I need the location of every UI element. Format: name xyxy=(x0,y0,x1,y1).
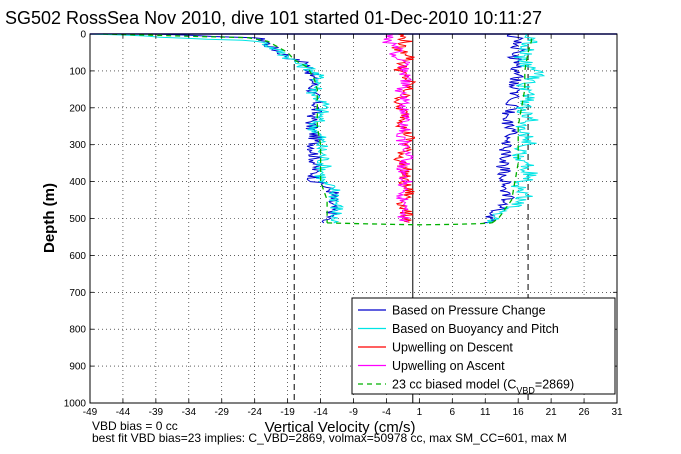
y-tick-label: 900 xyxy=(69,362,86,373)
series-line xyxy=(382,33,415,223)
legend-label: Upwelling on Ascent xyxy=(392,359,505,373)
x-tick-label: -19 xyxy=(280,407,295,418)
legend: Based on Pressure Change Based on Buoyanc… xyxy=(351,297,616,396)
y-tick-label: 100 xyxy=(69,66,86,77)
y-tick-label: 300 xyxy=(69,140,86,151)
x-tick-label: -24 xyxy=(247,407,262,418)
x-tick-label: 26 xyxy=(579,407,591,418)
legend-label: Based on Buoyancy and Pitch xyxy=(392,322,559,336)
legend-label: Upwelling on Descent xyxy=(392,341,513,355)
x-axis-label: Vertical Velocity (cm/s) xyxy=(265,419,416,436)
x-tick-label: -49 xyxy=(83,407,98,418)
series-line xyxy=(391,33,417,223)
legend-label: Based on Pressure Change xyxy=(392,304,546,318)
x-tick-label: 16 xyxy=(513,407,525,418)
series-group xyxy=(90,33,546,226)
series-line xyxy=(491,34,533,224)
x-tick-label: -39 xyxy=(149,407,164,418)
footnote-vbd-bias: VBD bias = 0 cc xyxy=(92,419,178,433)
x-axis-ticks: -49 -44 -39 -34 -29 -24 -19 -14 -9 -4 1 6 11 16 21 26 31 xyxy=(83,34,623,418)
x-tick-label: -44 xyxy=(116,407,131,418)
grid xyxy=(90,34,617,403)
legend-label-tail: =2869) xyxy=(535,378,574,392)
y-axis-label: Depth (m) xyxy=(41,183,58,253)
y-tick-label: 400 xyxy=(69,177,86,188)
series-line xyxy=(90,33,345,224)
y-tick-label: 500 xyxy=(69,214,86,225)
y-axis-ticks: 0 100 200 300 400 500 600 700 800 900 1000 xyxy=(64,30,617,410)
series-line xyxy=(103,33,328,223)
x-tick-label: 31 xyxy=(611,407,623,418)
series-line xyxy=(327,222,492,226)
x-tick-label: 1 xyxy=(417,407,423,418)
y-tick-label: 600 xyxy=(69,251,86,262)
series-line xyxy=(486,33,546,224)
legend-label-subscript: VBD xyxy=(516,386,535,396)
x-tick-label: -4 xyxy=(382,407,391,418)
series-line xyxy=(483,33,527,224)
x-tick-label: -29 xyxy=(215,407,230,418)
y-tick-label: 1000 xyxy=(64,399,87,410)
x-tick-label: 11 xyxy=(480,407,491,418)
y-tick-label: 200 xyxy=(69,103,86,114)
y-tick-label: 800 xyxy=(69,325,86,336)
x-tick-label: -9 xyxy=(349,407,358,418)
footnote-best-fit: best fit VBD bias=23 implies: C_VBD=2869… xyxy=(92,431,567,445)
y-tick-label: 700 xyxy=(69,288,86,299)
x-tick-label: -34 xyxy=(182,407,197,418)
chart-title: SG502 RossSea Nov 2010, dive 101 started… xyxy=(5,8,542,28)
legend-box xyxy=(351,297,616,395)
y-tick-label: 0 xyxy=(80,30,86,41)
x-tick-label: 21 xyxy=(546,407,558,418)
x-tick-label: 6 xyxy=(450,407,456,418)
x-tick-label: -14 xyxy=(313,407,328,418)
